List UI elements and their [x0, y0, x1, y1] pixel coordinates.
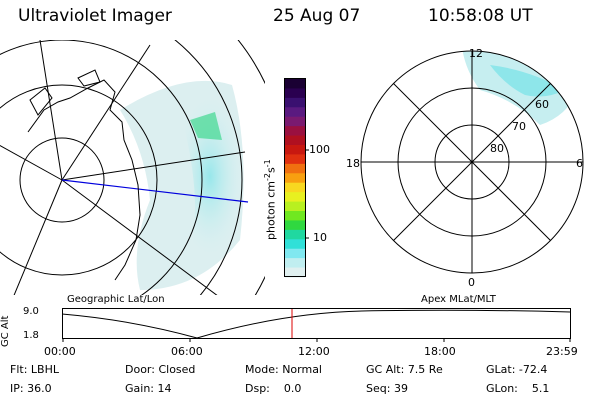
altitude-plot-frame	[62, 308, 571, 339]
mlat-label-70: 70	[512, 120, 526, 133]
colorbar-band	[285, 88, 305, 99]
colorbar-band	[285, 79, 305, 89]
colorbar-band	[285, 173, 305, 184]
mlat-label-60: 60	[535, 98, 549, 111]
colorbar-unit-label: photon cm-2s-1	[263, 159, 278, 240]
auroral-oval	[175, 94, 245, 259]
colorbar-band	[285, 211, 305, 221]
time-tick-1200: 12:00	[298, 345, 330, 358]
time-tick-1800: 18:00	[424, 345, 456, 358]
time-tick-0000: 00:00	[44, 345, 76, 358]
colorbar-band	[285, 97, 305, 108]
colorbar-band	[285, 267, 305, 278]
geographic-map	[0, 40, 265, 295]
mlt-label-12: 12	[469, 47, 483, 60]
time-tick-0600: 06:00	[171, 345, 203, 358]
colorbar-tick-100: 100	[309, 143, 330, 156]
colorbar-band	[285, 258, 305, 269]
colorbar-tick-10: 10	[313, 231, 327, 244]
geographic-caption: Geographic Lat/Lon	[67, 294, 165, 305]
colorbar-band	[285, 182, 305, 193]
magnetic-polar-plot	[360, 50, 584, 274]
status-glat: GLat: -72.4	[486, 363, 548, 376]
date-label: 25 Aug 07	[273, 6, 361, 26]
colorbar-band	[285, 201, 305, 212]
colorbar-band	[285, 248, 305, 259]
status-dsp: Dsp: 0.0	[245, 382, 302, 395]
time-label: 10:58:08 UT	[428, 6, 533, 26]
instrument-title: Ultraviolet Imager	[18, 6, 172, 26]
status-door: Door: Closed	[125, 363, 196, 376]
mlt-label-18: 18	[346, 157, 360, 170]
altitude-plot	[62, 308, 571, 342]
apex-caption: Apex MLat/MLT	[421, 294, 496, 305]
colorbar	[284, 78, 309, 278]
mlt-label-6: 6	[576, 157, 583, 170]
colorbar-band	[285, 163, 305, 174]
status-flt: Flt: LBHL	[10, 363, 59, 376]
mlt-label-0: 0	[468, 276, 475, 289]
coastline	[27, 79, 141, 281]
status-ip: IP: 36.0	[10, 382, 52, 395]
status-mode: Mode: Normal	[245, 363, 322, 376]
colorbar-band	[285, 126, 305, 137]
colorbar-band	[285, 107, 305, 118]
altitude-ytick-low: 1.8	[23, 330, 39, 341]
altitude-curve	[62, 309, 571, 339]
colorbar-band	[285, 192, 305, 203]
status-gain: Gain: 14	[125, 382, 172, 395]
status-seq: Seq: 39	[366, 382, 408, 395]
colorbar-band	[285, 135, 305, 146]
colorbar-band	[285, 239, 305, 250]
status-gc-alt: GC Alt: 7.5 Re	[366, 363, 443, 376]
altitude-ylabel: GC Alt	[0, 315, 11, 347]
bright-patch	[190, 112, 222, 140]
status-glon: GLon: 5.1	[486, 382, 550, 395]
time-tick-2359: 23:59	[546, 345, 578, 358]
altitude-ytick-high: 9.0	[23, 306, 39, 317]
colorbar-band	[285, 116, 305, 127]
colorbar-band	[285, 154, 305, 165]
colorbar-band	[285, 145, 305, 155]
colorbar-frame	[284, 78, 306, 277]
terminator-line	[61, 179, 249, 203]
colorbar-band	[285, 220, 305, 231]
mlat-label-80: 80	[490, 142, 504, 155]
colorbar-band	[285, 229, 305, 240]
